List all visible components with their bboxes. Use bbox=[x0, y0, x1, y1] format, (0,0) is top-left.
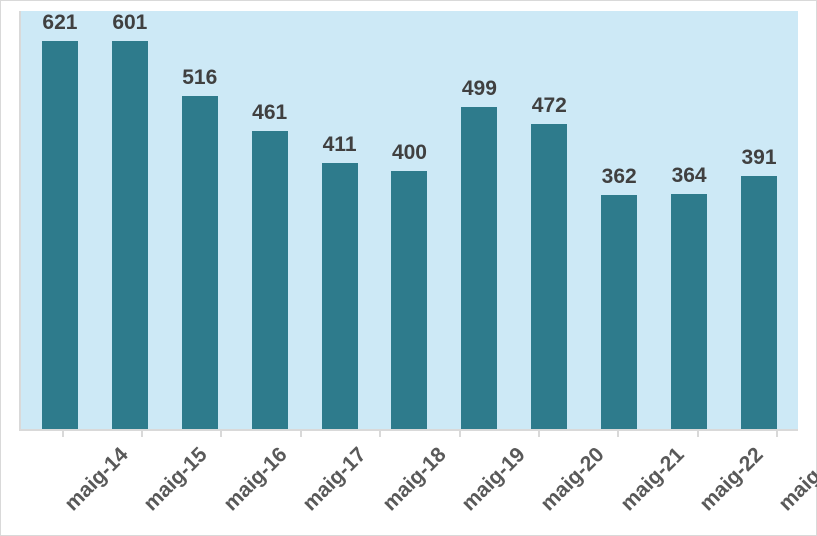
x-tick bbox=[62, 431, 64, 437]
x-label-slot: maig-14 bbox=[23, 435, 102, 527]
bar-slot: 601 bbox=[95, 11, 165, 429]
x-tick bbox=[697, 431, 699, 437]
bar bbox=[531, 124, 567, 429]
bar bbox=[252, 131, 288, 429]
x-label-slot: maig-19 bbox=[420, 435, 499, 527]
x-tick bbox=[300, 431, 302, 437]
bar-value-label: 391 bbox=[741, 146, 776, 170]
bar-slot: 364 bbox=[654, 11, 724, 429]
bar-slot: 400 bbox=[375, 11, 445, 429]
bar bbox=[112, 41, 148, 429]
x-axis-labels: maig-14maig-15maig-16maig-17maig-18maig-… bbox=[19, 435, 798, 527]
bar-slot: 362 bbox=[584, 11, 654, 429]
x-label-slot: maig-17 bbox=[261, 435, 340, 527]
x-label-slot: maig-21 bbox=[579, 435, 658, 527]
plot-area: 621 601 516 461 411 400 499 472 362 364 391 bbox=[19, 11, 798, 431]
bar-slot: 516 bbox=[165, 11, 235, 429]
bars-container: 621 601 516 461 411 400 499 472 362 364 391 bbox=[21, 11, 798, 429]
bar-chart: 621 601 516 461 411 400 499 472 362 364 391 maig-1… bbox=[0, 0, 817, 536]
bar-slot: 499 bbox=[444, 11, 514, 429]
bar bbox=[671, 194, 707, 429]
bar-value-label: 601 bbox=[112, 11, 147, 35]
x-tick bbox=[379, 431, 381, 437]
x-label-slot: maig-23 bbox=[737, 435, 816, 527]
x-tick bbox=[459, 431, 461, 437]
bar bbox=[461, 107, 497, 429]
bar-value-label: 400 bbox=[392, 141, 427, 165]
bar-slot: 411 bbox=[305, 11, 375, 429]
x-tick bbox=[538, 431, 540, 437]
x-tick bbox=[617, 431, 619, 437]
bar-slot: 391 bbox=[724, 11, 794, 429]
bar-slot: 472 bbox=[514, 11, 584, 429]
bar bbox=[182, 96, 218, 429]
x-tick bbox=[220, 431, 222, 437]
bar-slot: 461 bbox=[235, 11, 305, 429]
bar-value-label: 461 bbox=[252, 101, 287, 125]
x-label-slot: maig-22 bbox=[658, 435, 737, 527]
bar-value-label: 364 bbox=[672, 164, 707, 188]
x-label-slot: maig-16 bbox=[182, 435, 261, 527]
bar-value-label: 472 bbox=[532, 94, 567, 118]
bar bbox=[391, 171, 427, 429]
x-axis-label: maig-23 bbox=[775, 443, 817, 516]
bar-value-label: 516 bbox=[182, 66, 217, 90]
x-label-slot: maig-18 bbox=[341, 435, 420, 527]
bar-value-label: 411 bbox=[323, 133, 357, 157]
bar bbox=[741, 176, 777, 429]
bar bbox=[322, 163, 358, 429]
x-tick bbox=[141, 431, 143, 437]
bar bbox=[601, 195, 637, 429]
x-tick bbox=[776, 431, 778, 437]
bar-slot: 621 bbox=[25, 11, 95, 429]
x-label-slot: maig-15 bbox=[102, 435, 181, 527]
bar-value-label: 362 bbox=[602, 165, 637, 189]
x-label-slot: maig-20 bbox=[499, 435, 578, 527]
bar-value-label: 621 bbox=[42, 11, 77, 35]
bar bbox=[42, 41, 78, 429]
bar-value-label: 499 bbox=[462, 77, 497, 101]
